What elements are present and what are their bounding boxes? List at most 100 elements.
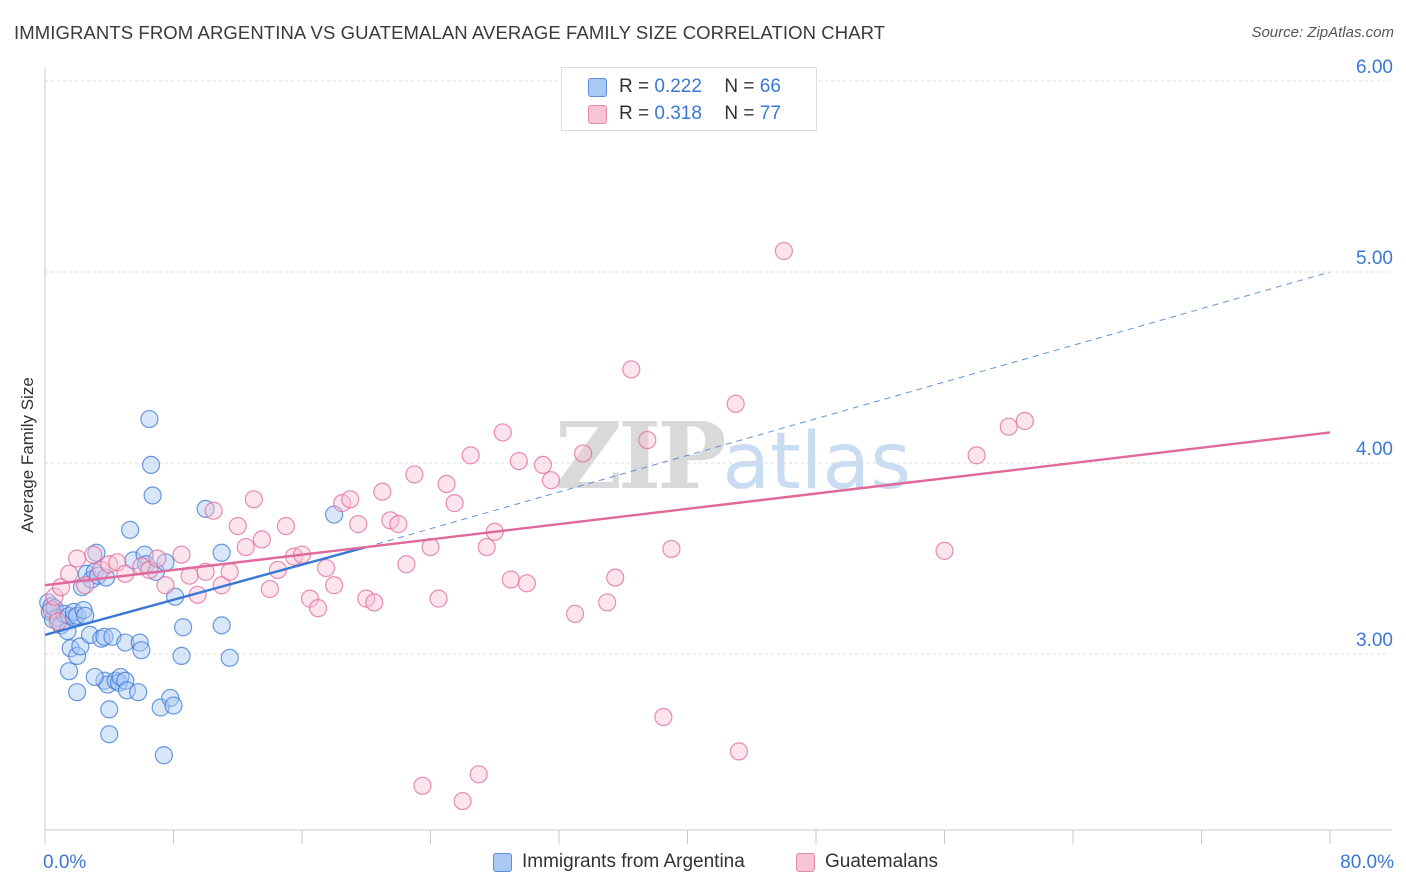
legend-label-guatemalans: Guatemalans (825, 851, 939, 872)
point-guatemalans (437, 474, 456, 494)
point-guatemalans (517, 574, 536, 593)
point-guatemalans (59, 564, 79, 583)
point-guatemalans (541, 471, 561, 490)
point-guatemalans (236, 537, 255, 557)
point-guatemalans (84, 545, 103, 564)
legend-label-argentina: Immigrants from Argentina (522, 851, 745, 872)
point-argentina (220, 648, 239, 667)
point-argentina (141, 455, 161, 475)
point-guatemalans (935, 541, 954, 560)
y-tick-label: 3.00 (1356, 630, 1393, 651)
point-argentina (174, 618, 193, 637)
watermark: ZIPatlas (555, 402, 911, 510)
point-guatemalans (405, 465, 424, 484)
point-guatemalans (445, 494, 464, 513)
legend-n-value: 77 (759, 103, 781, 124)
point-guatemalans (260, 579, 279, 599)
y-tick-label: 5.00 (1356, 248, 1393, 269)
trend-extension-argentina (366, 271, 1331, 548)
point-guatemalans (148, 549, 167, 568)
point-guatemalans (325, 576, 344, 595)
bottom-legend-argentina: Immigrants from Argentina (493, 851, 745, 873)
point-guatemalans (493, 423, 512, 442)
bottom-legend-guatemalans: Guatemalans (796, 851, 938, 873)
point-guatemalans (276, 516, 296, 536)
point-guatemalans (68, 549, 87, 568)
point-guatemalans (252, 530, 271, 549)
x-axis-max-label: 80.0% (1340, 852, 1394, 873)
legend-r-label: R = (619, 76, 650, 97)
point-argentina (212, 616, 231, 635)
y-tick-label: 4.00 (1356, 439, 1393, 460)
point-guatemalans (228, 516, 247, 536)
legend-n-label: N = (724, 103, 755, 124)
point-guatemalans (1015, 411, 1034, 431)
point-argentina (121, 520, 140, 539)
point-guatemalans (967, 446, 986, 465)
point-guatemalans (429, 589, 448, 608)
point-guatemalans (662, 539, 681, 559)
correlation-legend: R = 0.222 N = 66 R = 0.318 N = 77 (561, 67, 817, 131)
trend-line-argentina (44, 545, 367, 637)
point-argentina (100, 725, 119, 744)
point-guatemalans (244, 490, 263, 509)
point-argentina (72, 578, 92, 597)
point-guatemalans (509, 451, 528, 471)
point-argentina (212, 543, 231, 562)
point-guatemalans (316, 558, 336, 578)
point-argentina (154, 746, 173, 765)
point-guatemalans (638, 430, 657, 450)
legend-swatch-guatemalans (588, 104, 607, 124)
legend-n-value: 66 (759, 76, 781, 97)
point-argentina (92, 629, 111, 648)
point-guatemalans (598, 593, 617, 612)
trend-lines (44, 271, 1331, 637)
point-guatemalans (48, 612, 67, 631)
point-guatemalans (308, 599, 328, 618)
y-tick-label: 6.00 (1356, 57, 1393, 78)
point-guatemalans (654, 707, 673, 727)
point-guatemalans (469, 765, 488, 784)
point-argentina (117, 681, 137, 700)
legend-r-value: 0.318 (654, 103, 702, 124)
point-argentina (143, 486, 162, 505)
chart-title: IMMIGRANTS FROM ARGENTINA VS GUATEMALAN … (14, 22, 886, 43)
point-guatemalans (341, 490, 360, 509)
point-guatemalans (156, 576, 175, 595)
point-guatemalans (565, 604, 585, 623)
point-guatemalans (573, 444, 593, 463)
legend-n-label: N = (724, 76, 755, 97)
point-argentina (100, 700, 119, 719)
legend-swatch-guatemalans (796, 852, 815, 872)
chart-source: Source: ZipAtlas.com (1251, 24, 1394, 41)
point-argentina (130, 633, 149, 652)
point-argentina (68, 683, 87, 702)
point-guatemalans (999, 417, 1018, 436)
point-argentina (85, 667, 104, 687)
point-argentina (59, 662, 79, 681)
legend-r-label: R = (619, 103, 650, 124)
point-argentina (87, 543, 106, 562)
point-argentina (140, 409, 159, 429)
point-guatemalans (477, 537, 496, 557)
point-guatemalans (453, 791, 472, 811)
y-tick-labels: 3.00 4.00 5.00 6.00 (1356, 57, 1393, 651)
point-argentina (164, 696, 183, 715)
point-argentina (116, 633, 135, 652)
point-guatemalans (45, 587, 64, 606)
point-guatemalans (397, 555, 416, 574)
legend-row-argentina: R = 0.222 N = 66 (588, 75, 781, 99)
point-guatemalans (204, 501, 223, 520)
point-argentina (80, 625, 100, 645)
trend-line-guatemalans (44, 431, 1331, 587)
point-guatemalans (461, 446, 480, 465)
watermark-text: ZIPatlas (555, 402, 911, 510)
point-guatemalans (389, 515, 408, 534)
legend-r-value: 0.222 (654, 76, 702, 97)
point-guatemalans (172, 545, 191, 564)
grid (45, 80, 1390, 655)
point-guatemalans (220, 562, 239, 581)
point-guatemalans (729, 742, 749, 761)
point-guatemalans (413, 776, 432, 795)
